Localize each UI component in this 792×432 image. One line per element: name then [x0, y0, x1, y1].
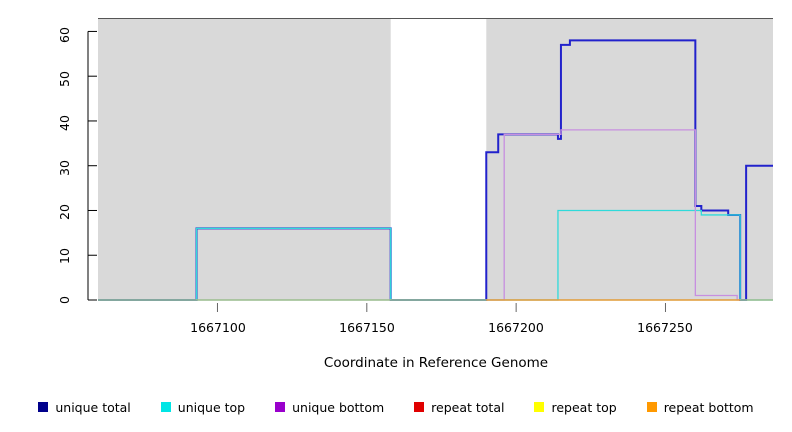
legend-label: unique top [177, 399, 246, 415]
legend-item-unique-total[interactable]: unique total [38, 399, 131, 415]
plot-background-left [98, 18, 391, 300]
x-tick-label-1667150: 1667150 [339, 320, 395, 335]
legend-label: repeat top [551, 399, 617, 415]
legend-swatch-icon [414, 402, 425, 412]
legend-item-repeat-bottom[interactable]: repeat bottom [646, 399, 754, 415]
legend-swatch-icon [646, 402, 657, 412]
legend-item-repeat-total[interactable]: repeat total [414, 400, 504, 415]
series-line-unique-top [98, 209, 773, 301]
legend-label: repeat total [431, 399, 505, 415]
legend-swatch-icon [534, 402, 545, 412]
x-tick-label-1667200: 1667200 [488, 320, 544, 335]
legend-swatch-icon [38, 402, 49, 412]
legend-swatch-icon [275, 402, 286, 412]
legend-item-unique-bottom[interactable]: unique bottom [275, 400, 384, 415]
legend-swatch-icon [160, 402, 171, 412]
legend-label: unique bottom [292, 399, 385, 415]
legend-item-unique-top[interactable]: unique top [160, 399, 246, 415]
series-group [98, 39, 773, 301]
legend-label: unique total [55, 399, 131, 415]
legend-item-repeat-top[interactable]: repeat top [534, 399, 617, 415]
axis-group [87, 30, 666, 312]
legend-label: repeat bottom [663, 399, 754, 415]
legend: unique total unique top unique bottom re… [0, 396, 792, 418]
x-tick-label-1667100: 1667100 [190, 320, 246, 335]
plot-background-right [486, 18, 773, 300]
x-tick-label-1667250: 1667250 [637, 320, 693, 335]
x-axis-title: Coordinate in Reference Genome [323, 355, 549, 371]
plot-background-group [98, 18, 773, 300]
